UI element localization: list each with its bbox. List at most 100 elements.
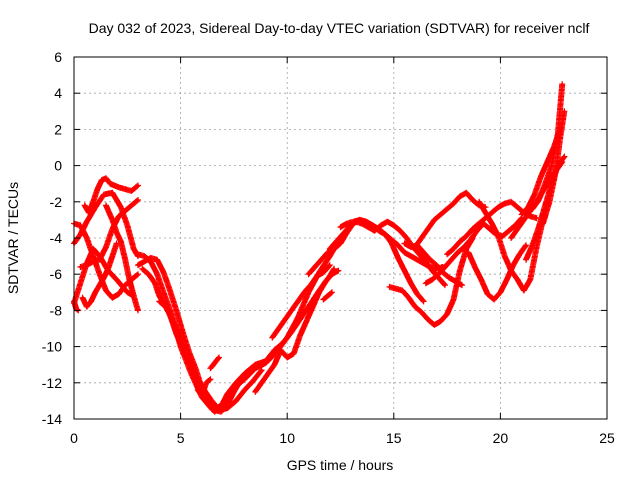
data-point bbox=[322, 271, 325, 274]
data-point bbox=[511, 263, 515, 267]
data-point bbox=[209, 377, 212, 381]
data-point bbox=[522, 289, 526, 292]
data-point bbox=[416, 292, 419, 296]
data-point bbox=[136, 184, 140, 187]
data-point bbox=[85, 236, 88, 240]
data-point bbox=[281, 341, 285, 345]
data-point bbox=[83, 204, 86, 207]
data-point bbox=[469, 238, 472, 242]
data-point bbox=[373, 229, 376, 232]
data-point bbox=[524, 258, 528, 261]
data-point bbox=[320, 258, 323, 261]
data-point bbox=[379, 224, 383, 227]
series-track-17 bbox=[320, 289, 335, 303]
data-point bbox=[339, 242, 342, 245]
data-point bbox=[501, 234, 504, 238]
data-point bbox=[296, 300, 300, 303]
data-point bbox=[74, 307, 78, 310]
data-point bbox=[136, 273, 140, 276]
data-point bbox=[192, 370, 195, 374]
series-track-1 bbox=[71, 189, 141, 260]
data-point bbox=[187, 350, 191, 354]
data-point bbox=[209, 397, 212, 401]
data-point bbox=[98, 283, 101, 287]
data-point bbox=[443, 283, 447, 287]
data-point bbox=[104, 289, 108, 292]
data-point bbox=[358, 218, 361, 222]
data-point bbox=[303, 291, 306, 294]
data-point bbox=[507, 229, 511, 232]
data-point bbox=[371, 224, 374, 227]
data-point bbox=[450, 258, 453, 261]
data-point bbox=[143, 260, 146, 263]
series-track-26 bbox=[465, 242, 529, 303]
data-point bbox=[136, 263, 140, 267]
data-point bbox=[132, 294, 135, 298]
data-point bbox=[87, 211, 91, 214]
data-point bbox=[413, 245, 417, 249]
data-point bbox=[175, 332, 178, 336]
y-tick-label: -2 bbox=[50, 194, 63, 210]
data-point bbox=[94, 291, 97, 294]
data-point bbox=[452, 247, 455, 251]
data-point bbox=[458, 269, 462, 272]
data-point bbox=[471, 227, 474, 231]
x-tick-label: 20 bbox=[493, 430, 509, 446]
data-point bbox=[424, 260, 427, 263]
data-point bbox=[243, 377, 246, 381]
data-point bbox=[524, 244, 528, 247]
x-tick-label: 15 bbox=[386, 430, 402, 446]
data-point bbox=[264, 359, 268, 363]
data-point bbox=[531, 207, 534, 211]
data-point bbox=[279, 349, 283, 352]
data-point bbox=[115, 231, 118, 234]
data-point bbox=[277, 327, 280, 330]
data-point bbox=[460, 283, 464, 287]
data-point bbox=[558, 137, 562, 140]
data-point bbox=[420, 311, 423, 314]
data-point bbox=[452, 202, 455, 205]
data-point bbox=[516, 227, 519, 231]
data-point bbox=[324, 280, 327, 283]
data-point bbox=[79, 233, 82, 236]
data-point bbox=[413, 305, 417, 308]
data-point bbox=[445, 253, 449, 256]
data-point bbox=[102, 193, 106, 196]
data-point bbox=[155, 273, 159, 276]
data-point bbox=[409, 245, 413, 249]
data-point bbox=[554, 169, 558, 173]
data-point bbox=[335, 240, 338, 243]
data-point bbox=[392, 224, 395, 227]
y-axis-label: SDTVAR / TECUs bbox=[5, 182, 21, 294]
data-point bbox=[497, 234, 500, 238]
data-point bbox=[266, 372, 270, 375]
data-point bbox=[109, 182, 112, 185]
data-point bbox=[232, 390, 236, 394]
data-point bbox=[537, 225, 540, 229]
data-point bbox=[328, 254, 332, 258]
data-point bbox=[260, 381, 263, 384]
data-point bbox=[251, 379, 255, 383]
x-tick-label: 10 bbox=[279, 430, 295, 446]
data-point bbox=[102, 276, 106, 280]
data-point bbox=[486, 292, 489, 296]
data-point bbox=[207, 401, 210, 404]
data-point bbox=[98, 273, 101, 276]
data-point bbox=[123, 258, 127, 261]
data-point bbox=[407, 296, 410, 299]
data-point bbox=[104, 245, 108, 249]
data-point bbox=[546, 160, 549, 164]
data-point bbox=[409, 282, 413, 285]
data-point bbox=[394, 287, 398, 290]
data-point bbox=[123, 283, 127, 287]
data-point bbox=[456, 251, 459, 254]
data-point bbox=[535, 216, 538, 220]
data-point bbox=[341, 233, 344, 236]
data-point bbox=[430, 269, 434, 272]
data-point bbox=[428, 258, 432, 261]
data-point bbox=[439, 213, 442, 216]
y-tick-label: -6 bbox=[50, 266, 63, 282]
y-tick-label: -14 bbox=[42, 411, 62, 427]
data-point bbox=[119, 206, 123, 209]
